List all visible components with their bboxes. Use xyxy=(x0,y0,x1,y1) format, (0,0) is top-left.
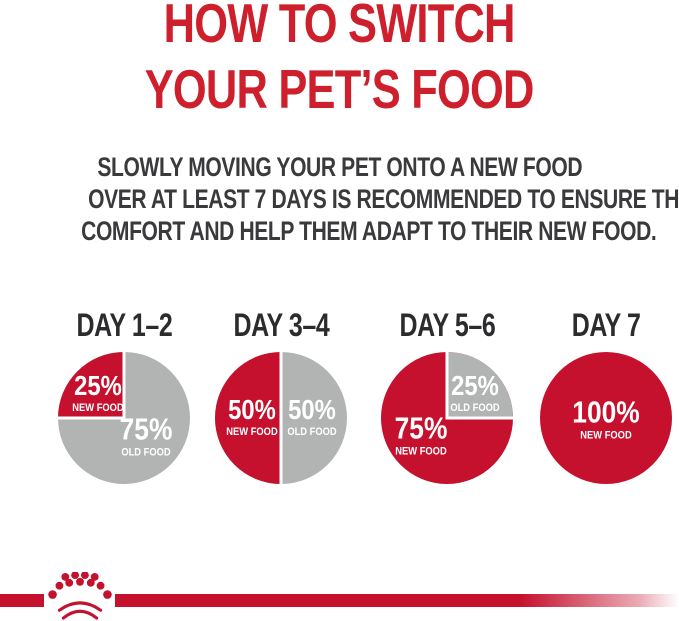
subtitle: SLOWLY MOVING YOUR PET ONTO A NEW FOOD O… xyxy=(0,151,679,247)
new-food-label-group: 50% NEW FOOD xyxy=(222,396,283,438)
old-food-caption: OLD FOOD xyxy=(450,402,500,414)
title-line-2: YOUR PET’S FOOD xyxy=(145,58,535,120)
royal-canin-crown-logo xyxy=(48,572,112,620)
new-food-percent: 75% xyxy=(394,410,448,446)
subtitle-line-2: OVER AT LEAST 7 DAYS IS RECOMMENDED TO E… xyxy=(88,184,679,214)
new-food-slice xyxy=(215,352,281,484)
old-food-slice xyxy=(447,352,513,418)
day-7-group: DAY 7 100% NEW FOOD xyxy=(540,307,672,489)
old-food-label-group: 50% OLD FOOD xyxy=(283,396,341,438)
old-food-label-group: 75% OLD FOOD xyxy=(115,414,177,459)
crown-arc-upper xyxy=(57,601,103,612)
day-1-2-group: DAY 1–2 25% NEW FOOD 75% OLD FOOD xyxy=(58,307,190,489)
new-food-percent: 25% xyxy=(74,370,122,401)
page-title: HOW TO SWITCH YOUR PET’S FOOD xyxy=(0,0,679,122)
slice-divider xyxy=(445,352,513,420)
new-food-caption: NEW FOOD xyxy=(395,445,447,458)
new-food-caption: NEW FOOD xyxy=(226,426,278,438)
old-food-caption: OLD FOOD xyxy=(287,426,337,438)
day-1-2-pie-svg xyxy=(58,352,190,484)
new-food-label-group: 75% NEW FOOD xyxy=(390,413,452,458)
old-food-label-group: 25% OLD FOOD xyxy=(446,372,504,414)
new-food-caption: NEW FOOD xyxy=(580,429,632,442)
slice-divider xyxy=(58,352,126,420)
title-line-1: HOW TO SWITCH xyxy=(164,0,516,54)
new-food-percent: 100% xyxy=(572,394,640,430)
new-food-label-group: 100% NEW FOOD xyxy=(566,397,645,442)
new-food-percent: 50% xyxy=(228,394,276,425)
footer-rule-right xyxy=(115,594,679,607)
old-food-percent: 50% xyxy=(288,394,336,425)
new-food-slice xyxy=(58,352,124,418)
day-5-6-group: DAY 5–6 25% OLD FOOD 75% NEW FOOD xyxy=(381,307,513,489)
old-food-percent: 25% xyxy=(451,370,499,401)
day-5-6-pie-chart: 25% OLD FOOD 75% NEW FOOD xyxy=(381,352,513,484)
footer-rule-left xyxy=(0,594,44,607)
old-food-percent: 75% xyxy=(119,411,173,447)
subtitle-line-3: COMFORT AND HELP THEM ADAPT TO THEIR NEW… xyxy=(81,216,657,246)
day-1-2-heading: DAY 1–2 xyxy=(76,307,172,343)
day-7-pie-svg xyxy=(540,352,672,484)
day-3-4-heading: DAY 3–4 xyxy=(233,307,329,343)
day-7-pie-chart: 100% NEW FOOD xyxy=(540,352,672,484)
day-3-4-pie-chart: 50% NEW FOOD 50% OLD FOOD xyxy=(215,352,347,484)
day-3-4-pie-svg xyxy=(215,352,347,484)
day-1-2-pie-chart: 25% NEW FOOD 75% OLD FOOD xyxy=(58,352,190,484)
old-food-caption: OLD FOOD xyxy=(121,446,171,459)
subtitle-line-1: SLOWLY MOVING YOUR PET ONTO A NEW FOOD xyxy=(97,152,582,182)
day-3-4-group: DAY 3–4 50% NEW FOOD 50% OLD FOOD xyxy=(215,307,347,489)
day-5-6-pie-svg xyxy=(381,352,513,484)
new-food-label-group: 25% NEW FOOD xyxy=(68,372,129,414)
new-food-slice xyxy=(540,352,672,484)
crown-dots xyxy=(48,572,112,599)
new-food-caption: NEW FOOD xyxy=(72,402,124,414)
day-7-heading: DAY 7 xyxy=(571,307,641,343)
day-5-6-heading: DAY 5–6 xyxy=(399,307,495,343)
crown-arc-lower xyxy=(61,609,99,620)
